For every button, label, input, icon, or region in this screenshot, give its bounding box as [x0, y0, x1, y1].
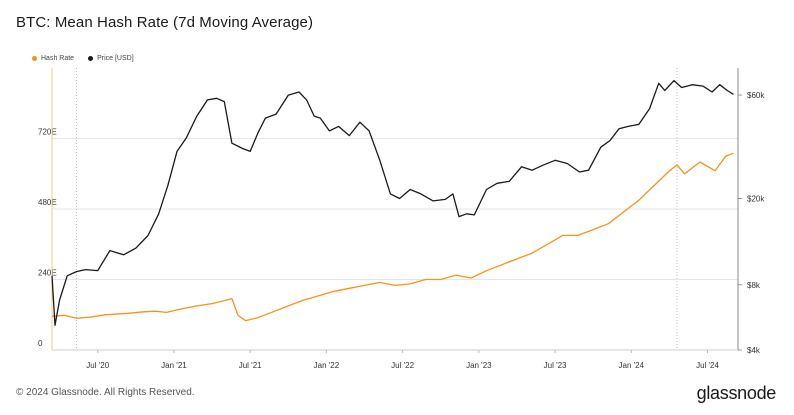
y-left-tick-label: 720E: [38, 128, 57, 137]
chart-title: BTC: Mean Hash Rate (7d Moving Average): [16, 14, 314, 31]
legend-dot-hash-rate: [32, 56, 37, 61]
copyright-footer: © 2024 Glassnode. All Rights Reserved.: [16, 387, 195, 398]
x-tick-label: Jan '21: [161, 361, 187, 370]
legend-label-hash-rate: Hash Rate: [41, 55, 75, 62]
y-right-tick-label: $60k: [747, 91, 765, 100]
x-tick-label: Jul '22: [391, 361, 414, 370]
series-line-price: [51, 79, 734, 326]
y-right-tick-label: $4k: [747, 346, 761, 355]
x-tick-label: Jul '20: [86, 361, 109, 370]
x-tick-label: Jul '24: [696, 361, 719, 370]
x-tick-label: Jan '22: [314, 361, 340, 370]
legend-item-price[interactable]: Price [USD]: [88, 55, 134, 62]
legend-label-price: Price [USD]: [97, 55, 134, 62]
y-right-tick-label: $20k: [747, 194, 765, 203]
y-left-tick-label: 0: [38, 339, 43, 348]
legend: Hash Rate Price [USD]: [32, 55, 134, 62]
legend-dot-price: [88, 56, 94, 61]
series-line-hash-rate: [51, 152, 734, 322]
x-tick-label: Jul '21: [239, 361, 262, 370]
x-tick-label: Jan '23: [466, 361, 492, 370]
y-left-tick-label: 480E: [38, 198, 57, 207]
y-right-tick-label: $8k: [747, 281, 761, 290]
x-tick-label: Jan '24: [619, 361, 645, 370]
x-tick-label: Jul '23: [544, 361, 567, 370]
glassnode-logo: glassnode: [696, 383, 777, 403]
y-left-tick-label: 240E: [38, 269, 57, 278]
legend-item-hash-rate[interactable]: Hash Rate: [32, 55, 74, 62]
